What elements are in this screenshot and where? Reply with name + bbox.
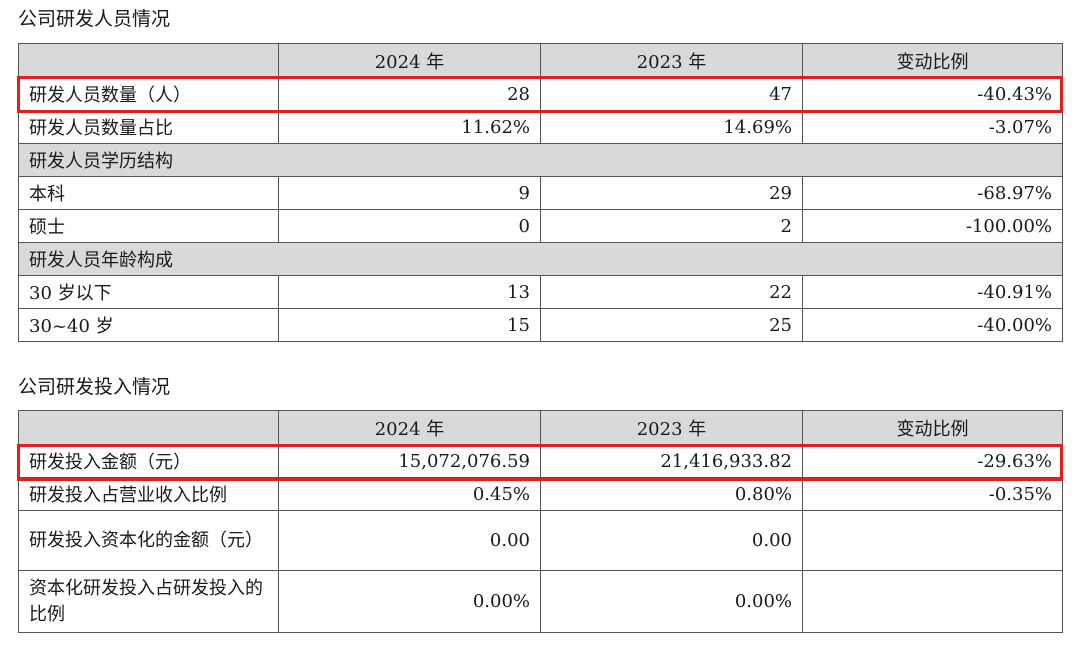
cell-value: -40.43%	[802, 77, 1063, 111]
table-row: 研发投入金额（元） 15,072,076.59 21,416,933.82 -2…	[18, 444, 1063, 478]
cell-value: -0.35%	[802, 477, 1063, 511]
section-title-rd-investment: 公司研发投入情况	[18, 376, 171, 398]
group-label: 研发人员学历结构	[18, 143, 1063, 177]
row-label: 研发人员数量（人）	[18, 77, 279, 111]
table-row: 本科 9 29 -68.97%	[18, 176, 1063, 210]
cell-value: -40.00%	[802, 308, 1063, 342]
row-label: 研发投入金额（元）	[18, 444, 279, 478]
row-label: 研发人员数量占比	[18, 110, 279, 144]
cell-value: 9	[278, 176, 541, 210]
cell-value	[802, 510, 1063, 571]
table-header-row: 2024 年 2023 年 变动比例	[18, 43, 1063, 78]
header-cell: 2024 年	[278, 43, 541, 78]
cell-value: 0.00	[278, 510, 541, 571]
table-row: 研发人员数量占比 11.62% 14.69% -3.07%	[18, 110, 1063, 144]
section-title-rd-personnel: 公司研发人员情况	[18, 8, 171, 30]
rd-personnel-table: 2024 年 2023 年 变动比例 研发人员数量（人） 28 47 -40.4…	[18, 43, 1063, 342]
cell-value: 11.62%	[278, 110, 541, 144]
cell-value: 0.00	[540, 510, 803, 571]
group-label: 研发人员年龄构成	[18, 242, 1063, 276]
header-cell	[18, 410, 279, 445]
table-row: 30 岁以下 13 22 -40.91%	[18, 275, 1063, 309]
row-label: 30~40 岁	[18, 308, 279, 342]
cell-value: 0.00%	[540, 570, 803, 633]
cell-value: 25	[540, 308, 803, 342]
cell-value: 13	[278, 275, 541, 309]
cell-value: -40.91%	[802, 275, 1063, 309]
row-label: 资本化研发投入占研发投入的比例	[18, 570, 279, 633]
cell-value: -3.07%	[802, 110, 1063, 144]
row-label: 硕士	[18, 209, 279, 243]
cell-value: 2	[540, 209, 803, 243]
cell-value: 0.80%	[540, 477, 803, 511]
table-row: 资本化研发投入占研发投入的比例 0.00% 0.00%	[18, 570, 1063, 633]
cell-value: -68.97%	[802, 176, 1063, 210]
cell-value: 0.00%	[278, 570, 541, 633]
header-cell: 2024 年	[278, 410, 541, 445]
group-row: 研发人员年龄构成	[18, 242, 1063, 276]
table-header-row: 2024 年 2023 年 变动比例	[18, 410, 1063, 445]
table-row: 研发投入资本化的金额（元） 0.00 0.00	[18, 510, 1063, 571]
cell-value: 22	[540, 275, 803, 309]
table-row: 研发投入占营业收入比例 0.45% 0.80% -0.35%	[18, 477, 1063, 511]
cell-value: 15,072,076.59	[278, 444, 541, 478]
header-cell	[18, 43, 279, 78]
table-row: 30~40 岁 15 25 -40.00%	[18, 308, 1063, 342]
cell-value: -29.63%	[802, 444, 1063, 478]
cell-value: 21,416,933.82	[540, 444, 803, 478]
header-cell: 变动比例	[802, 410, 1063, 445]
row-label: 研发投入占营业收入比例	[18, 477, 279, 511]
table-row: 硕士 0 2 -100.00%	[18, 209, 1063, 243]
row-label: 研发投入资本化的金额（元）	[18, 510, 279, 571]
header-cell: 2023 年	[540, 43, 803, 78]
cell-value: 29	[540, 176, 803, 210]
cell-value: 28	[278, 77, 541, 111]
cell-value: 15	[278, 308, 541, 342]
cell-value: 14.69%	[540, 110, 803, 144]
row-label: 本科	[18, 176, 279, 210]
row-label: 30 岁以下	[18, 275, 279, 309]
cell-value: 47	[540, 77, 803, 111]
header-cell: 2023 年	[540, 410, 803, 445]
header-cell: 变动比例	[802, 43, 1063, 78]
cell-value	[802, 570, 1063, 633]
table-row: 研发人员数量（人） 28 47 -40.43%	[18, 77, 1063, 111]
cell-value: 0.45%	[278, 477, 541, 511]
cell-value: 0	[278, 209, 541, 243]
group-row: 研发人员学历结构	[18, 143, 1063, 177]
cell-value: -100.00%	[802, 209, 1063, 243]
rd-investment-table: 2024 年 2023 年 变动比例 研发投入金额（元） 15,072,076.…	[18, 410, 1063, 633]
